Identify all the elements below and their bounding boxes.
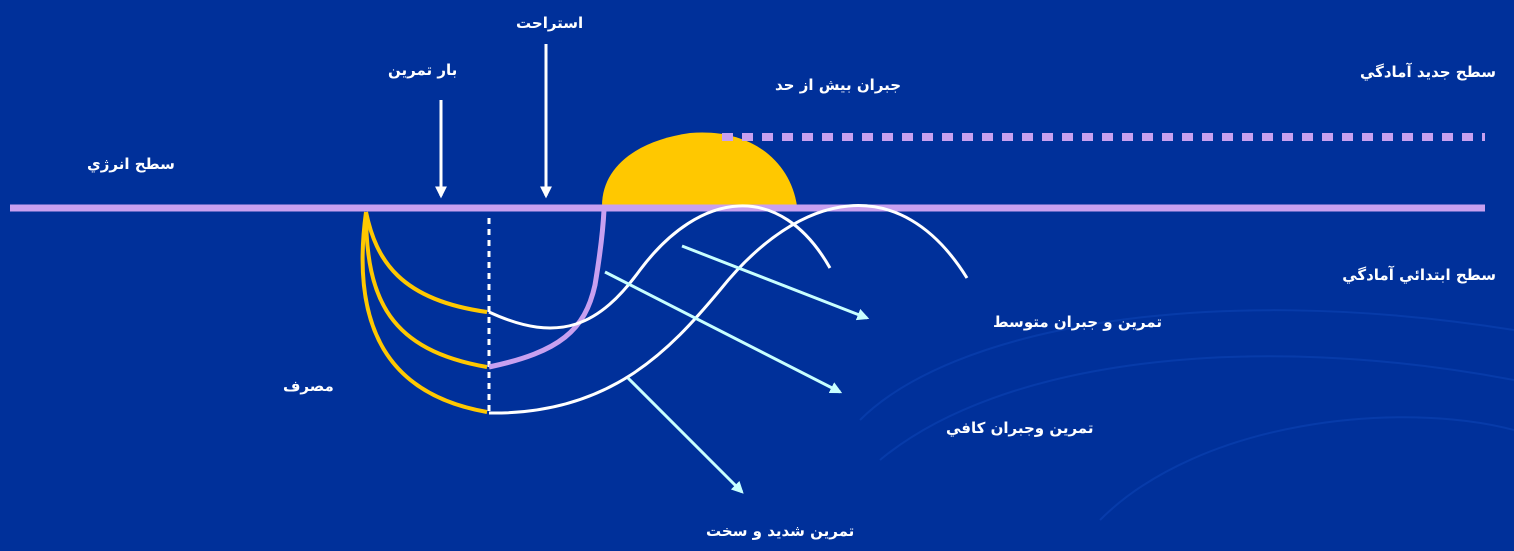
label-new-fitness-level: سطح جديد آمادگي [1359, 63, 1496, 81]
recovery-waves [488, 204, 969, 415]
recovery-wave-moderate [488, 204, 832, 330]
arrow-intense [626, 376, 744, 494]
outcome-arrows [604, 244, 870, 494]
consumption-curves [360, 211, 488, 414]
label-training-load: بار تمرين [388, 61, 458, 79]
label-consumption: مصرف [283, 377, 334, 395]
consumption-curve-intense [360, 211, 488, 414]
label-rest: استراحت [516, 14, 584, 32]
label-over-compensation: جبران بيش از حد [775, 76, 902, 94]
recovery-wave-intense [488, 204, 969, 415]
label-energy-level: سطح انرژي [87, 155, 175, 173]
label-moderate: تمرين و جبران متوسط [993, 313, 1162, 331]
consumption-curve-sufficient [364, 211, 488, 369]
background-swirls [859, 309, 1514, 521]
label-intense: تمرين شديد و سخت [706, 522, 855, 540]
arrow-moderate [681, 244, 870, 321]
overcompensation-hump [602, 132, 797, 206]
label-sufficient: تمرين وجبران كافي [946, 419, 1094, 437]
label-initial-fitness-level: سطح ابتدائي آمادگي [1342, 266, 1496, 284]
recovery-curve-to-baseline [488, 209, 607, 370]
arrow-sufficient [604, 270, 843, 394]
consumption-curve-moderate [364, 211, 488, 314]
